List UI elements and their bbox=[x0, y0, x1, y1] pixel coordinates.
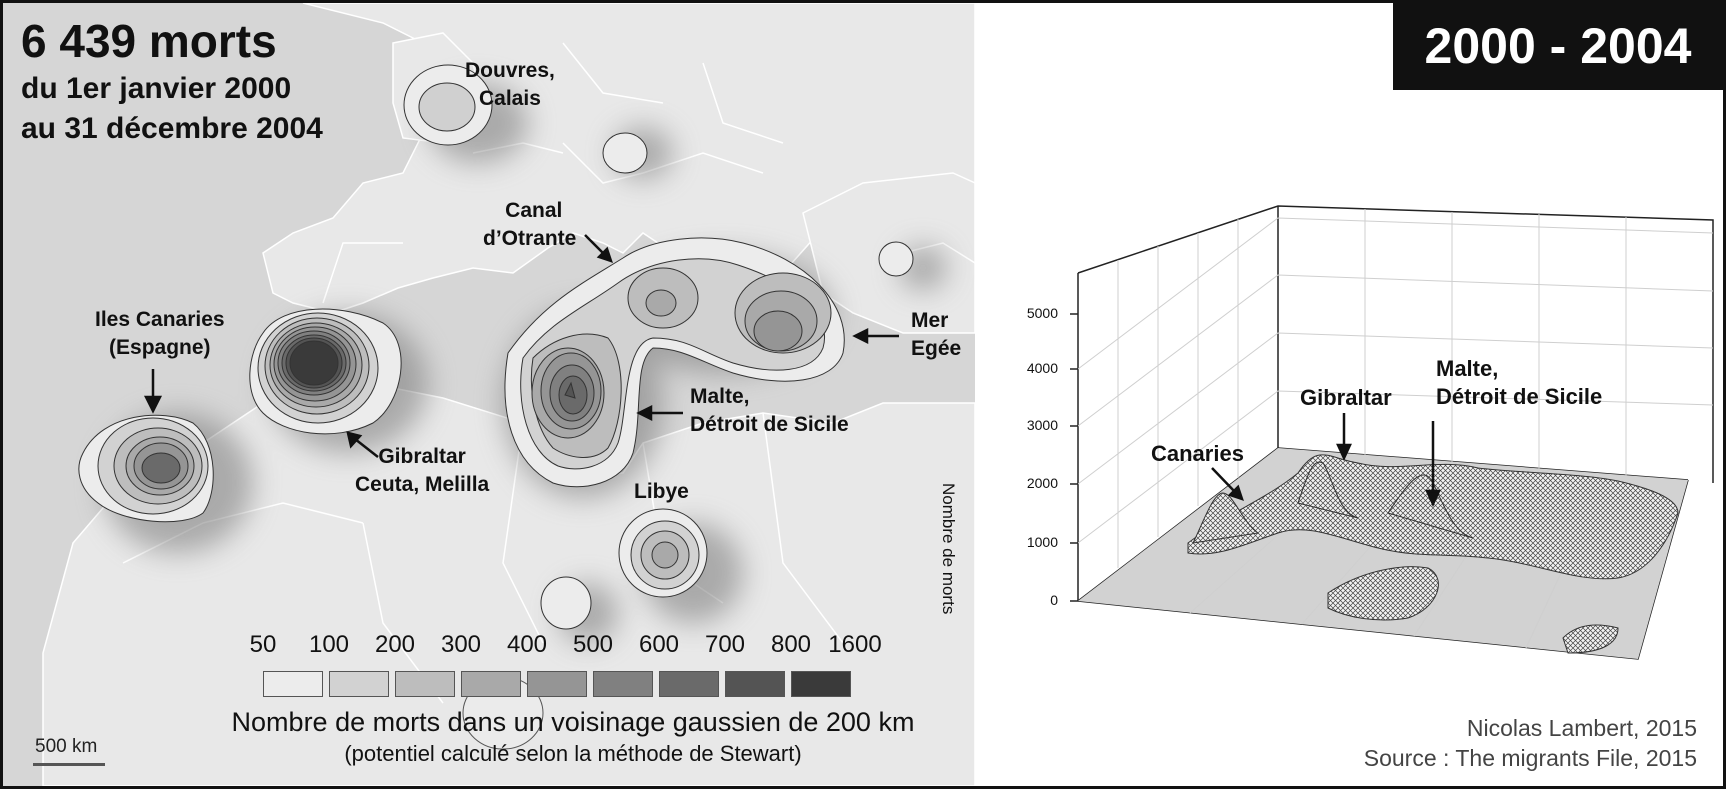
label-canaries: Iles Canaries (Espagne) bbox=[95, 306, 225, 362]
y-tick-label: 2000 bbox=[1026, 475, 1058, 491]
label-douvres-line1: Douvres, bbox=[465, 59, 555, 82]
label-otrante-line2: d’Otrante bbox=[483, 227, 577, 250]
legend-color-box bbox=[593, 671, 653, 697]
density-central-med bbox=[504, 237, 845, 488]
map-title: 6 439 morts bbox=[21, 15, 277, 67]
legend-value: 300 bbox=[440, 631, 482, 658]
label-malte-line1: Malte, bbox=[690, 385, 750, 408]
plot3d-y-axis-label: Nombre de morts bbox=[939, 483, 958, 615]
legend-value: 400 bbox=[506, 631, 548, 658]
label-canaries-line2: (Espagne) bbox=[109, 336, 211, 359]
density-turkey bbox=[878, 241, 914, 277]
legend-value: 100 bbox=[308, 631, 350, 658]
y-tick-label: 3000 bbox=[1026, 417, 1058, 433]
label-libye: Libye bbox=[634, 478, 689, 506]
legend-value: 1600 bbox=[828, 631, 882, 658]
plot3d-arrows bbox=[1211, 413, 1441, 507]
plot3d-svg bbox=[1070, 205, 1714, 660]
label-douvres: Douvres, Calais bbox=[465, 57, 555, 113]
label-otrante: Canal d’Otrante bbox=[483, 197, 576, 253]
plot-label-malte-line2: Détroit de Sicile bbox=[1436, 384, 1603, 409]
legend-title: Nombre de morts dans un voisinage gaussi… bbox=[231, 707, 915, 737]
legend-color-box bbox=[263, 671, 323, 697]
legend-value: 600 bbox=[638, 631, 680, 658]
label-mer-egee-line1: Mer bbox=[911, 309, 949, 332]
scale-bar bbox=[33, 763, 105, 766]
map-subtitle-line1: du 1er janvier 2000 bbox=[21, 72, 292, 105]
y-tick-label: 0 bbox=[1050, 592, 1058, 608]
period-badge: 2000 - 2004 bbox=[1393, 3, 1723, 90]
map-panel: 6 439 morts du 1er janvier 2000 au 31 dé… bbox=[3, 3, 975, 786]
legend-color-box bbox=[395, 671, 455, 697]
scale-bar-label: 500 km bbox=[35, 736, 98, 757]
legend-value: 500 bbox=[572, 631, 614, 658]
plot3d-surface bbox=[1187, 454, 1679, 654]
label-mer-egee-line2: Egée bbox=[911, 337, 962, 360]
label-mer-egee: Mer Egée bbox=[911, 307, 961, 363]
legend-color-box bbox=[725, 671, 785, 697]
density-libye bbox=[618, 508, 708, 598]
label-otrante-line1: Canal bbox=[505, 199, 563, 222]
label-gibraltar-line1: Gibraltar bbox=[378, 445, 466, 468]
legend-subtitle: (potentiel calculé selon la méthode de S… bbox=[344, 741, 802, 766]
plot-label-gibraltar: Gibraltar bbox=[1300, 385, 1392, 410]
density-central-europe bbox=[602, 132, 648, 174]
density-gibraltar bbox=[249, 308, 402, 435]
label-gibraltar: Gibraltar Ceuta, Melilla bbox=[355, 443, 489, 499]
y-tick-label: 5000 bbox=[1026, 305, 1058, 321]
label-canaries-line1: Iles Canaries bbox=[95, 308, 225, 331]
label-douvres-line2: Calais bbox=[479, 87, 541, 110]
legend-color-box bbox=[329, 671, 389, 697]
legend-value: 800 bbox=[770, 631, 812, 658]
density-canaries bbox=[78, 414, 214, 523]
legend-color-box bbox=[527, 671, 587, 697]
label-malte-line2: Détroit de Sicile bbox=[690, 413, 849, 436]
plot3d-grid bbox=[1077, 209, 1714, 649]
density-douvres bbox=[403, 64, 493, 146]
y-tick-label: 1000 bbox=[1026, 534, 1058, 550]
plot3d-yticks bbox=[1070, 313, 1078, 602]
legend-values: 50 100 200 300 400 500 600 700 800 1600 bbox=[241, 631, 882, 661]
period-text: 2000 - 2004 bbox=[1424, 18, 1692, 74]
label-gibraltar-line2: Ceuta, Melilla bbox=[355, 473, 490, 496]
density-algeria bbox=[540, 576, 592, 630]
legend-value: 50 bbox=[249, 631, 277, 658]
label-libye-line1: Libye bbox=[634, 480, 689, 503]
legend-color-box bbox=[659, 671, 719, 697]
legend-value: 700 bbox=[704, 631, 746, 658]
legend-value: 200 bbox=[374, 631, 416, 658]
plot3d-panel: 0 1000 2000 3000 4000 5000 Canaries Gibr… bbox=[978, 3, 1723, 786]
plot-label-canaries: Canaries bbox=[1151, 441, 1244, 466]
label-arrows bbox=[143, 234, 899, 458]
plot-label-malte-line1: Malte, bbox=[1436, 356, 1499, 381]
map-subtitle-line2: au 31 décembre 2004 bbox=[21, 112, 323, 145]
credit-source: Source : The migrants File, 2015 bbox=[1363, 745, 1697, 771]
legend-color-box bbox=[461, 671, 521, 697]
label-malte: Malte, Détroit de Sicile bbox=[690, 383, 849, 439]
plot-label-malte: Malte, Détroit de Sicile bbox=[1436, 355, 1602, 411]
credit-author: Nicolas Lambert, 2015 bbox=[1466, 715, 1697, 741]
y-tick-label: 4000 bbox=[1026, 360, 1058, 376]
legend-color-box bbox=[791, 671, 851, 697]
